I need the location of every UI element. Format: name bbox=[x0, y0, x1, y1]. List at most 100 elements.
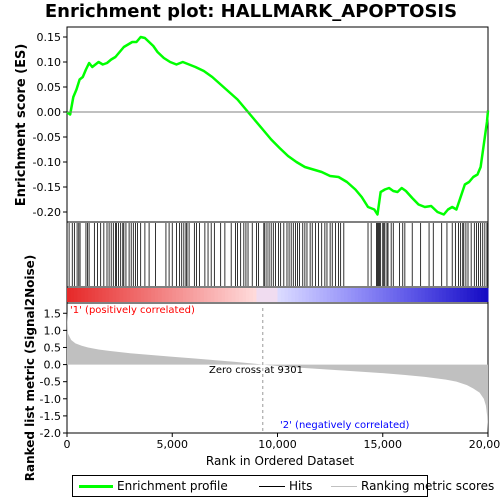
rank-bar-segment bbox=[189, 288, 194, 302]
rank-bar-segment bbox=[158, 288, 163, 302]
es-y-tick-label: 0.00 bbox=[37, 106, 62, 119]
ranked-metric-layer bbox=[67, 308, 488, 433]
enrichment-legend-label: Enrichment profile bbox=[117, 479, 228, 493]
es-panel-frame bbox=[66, 26, 489, 223]
metric-y-tick-label: 1.0 bbox=[44, 324, 62, 337]
metric-y-axis-label: Ranked list metric (Signal2Noise) bbox=[23, 255, 37, 482]
rank-bar-segment bbox=[179, 288, 184, 302]
rank-bar-segment bbox=[70, 288, 75, 302]
zero-cross-label: Zero cross at 9301 bbox=[209, 365, 303, 376]
x-tick-label: 15,000 bbox=[364, 438, 403, 451]
legend: Enrichment profile Hits Ranking metric s… bbox=[72, 475, 494, 497]
rank-bar-segment bbox=[200, 288, 205, 302]
rank-bar-segment bbox=[235, 288, 240, 302]
rank-bar-segment bbox=[424, 288, 429, 302]
rank-bar-segment bbox=[238, 288, 243, 302]
negative-correlation-label: '2' (negatively correlated) bbox=[280, 420, 409, 431]
metric-y-tick-label: 1.5 bbox=[44, 307, 62, 320]
rank-bar-segment bbox=[154, 288, 159, 302]
rank-bar-segment bbox=[295, 288, 300, 302]
rank-bar-segment bbox=[410, 288, 415, 302]
rank-bar-segment bbox=[386, 288, 391, 302]
rank-bar-segment bbox=[144, 288, 149, 302]
rank-bar-segment bbox=[435, 288, 440, 302]
rank-bar-segment bbox=[407, 288, 412, 302]
metric-y-tick-label: -0.5 bbox=[40, 376, 61, 389]
rank-bar-segment bbox=[77, 288, 82, 302]
rank-bar-segment bbox=[361, 288, 366, 302]
rank-bar-segment bbox=[67, 288, 72, 302]
rank-bar-segment bbox=[123, 288, 128, 302]
rank-bar-segment bbox=[344, 288, 349, 302]
rank-bar-segment bbox=[105, 288, 110, 302]
rank-bar-segment bbox=[389, 288, 394, 302]
rank-bar-segment bbox=[323, 288, 328, 302]
rank-bar-segment bbox=[414, 288, 419, 302]
rank-bar-segment bbox=[109, 288, 114, 302]
rank-bar-segment bbox=[330, 288, 335, 302]
rank-bar-segment bbox=[91, 288, 96, 302]
metric-y-tick-label: -2.0 bbox=[40, 427, 61, 440]
rank-bar-segment bbox=[417, 288, 422, 302]
es-y-axis-label: Enrichment score (ES) bbox=[14, 44, 29, 207]
x-tick-label: 20,000 bbox=[469, 438, 500, 451]
rank-bar-segment bbox=[224, 288, 229, 302]
rank-bar-segment bbox=[442, 288, 447, 302]
rank-bar-segment bbox=[396, 288, 401, 302]
rank-bar-segment bbox=[84, 288, 89, 302]
rank-bar-segment bbox=[351, 288, 356, 302]
rank-bar-segment bbox=[88, 288, 93, 302]
rank-bar-segment bbox=[319, 288, 324, 302]
rank-bar-segment bbox=[340, 288, 345, 302]
rank-bar-segment bbox=[266, 288, 271, 302]
hits-panel-frame bbox=[66, 221, 489, 288]
es-y-tick-label: -0.20 bbox=[33, 206, 61, 219]
hits-layer bbox=[68, 223, 488, 286]
rank-bar-segment bbox=[400, 288, 405, 302]
x-tick-label: 10,000 bbox=[258, 438, 297, 451]
rank-bar-segment bbox=[473, 288, 478, 302]
rank-bar-segment bbox=[203, 288, 208, 302]
ranking-color-bar bbox=[67, 288, 489, 302]
rank-bar-segment bbox=[207, 288, 212, 302]
rank-bar-segment bbox=[463, 288, 468, 302]
rank-bar-segment bbox=[354, 288, 359, 302]
rank-bar-segment bbox=[284, 288, 289, 302]
rank-bar-segment bbox=[259, 288, 264, 302]
rank-bar-segment bbox=[298, 288, 303, 302]
hits-legend-swatch bbox=[259, 486, 285, 487]
rank-bar-segment bbox=[452, 288, 457, 302]
rank-bar-segment bbox=[102, 288, 107, 302]
rank-bar-segment bbox=[112, 288, 117, 302]
rank-bar-segment bbox=[74, 288, 79, 302]
rank-bar-segment bbox=[116, 288, 121, 302]
rank-bar-segment bbox=[333, 288, 338, 302]
rank-bar-segment bbox=[186, 288, 191, 302]
metric-y-tick-label: -1.0 bbox=[40, 393, 61, 406]
es-y-tick-label: -0.05 bbox=[33, 131, 61, 144]
rank-bar-segment bbox=[210, 288, 215, 302]
rank-bar-segment bbox=[140, 288, 145, 302]
rank-bar-segment bbox=[270, 288, 275, 302]
rank-bar-segment bbox=[273, 288, 278, 302]
es-y-tick-label: 0.10 bbox=[37, 56, 62, 69]
rank-bar-segment bbox=[119, 288, 124, 302]
rank-bar-segment bbox=[309, 288, 314, 302]
rank-bar-segment bbox=[291, 288, 296, 302]
rank-bar-segment bbox=[221, 288, 226, 302]
plot-title: Enrichment plot: HALLMARK_APOPTOSIS bbox=[45, 1, 457, 22]
ranking-legend-label: Ranking metric scores bbox=[361, 479, 495, 493]
rank-bar-segment bbox=[130, 288, 135, 302]
rank-bar-segment bbox=[449, 288, 454, 302]
rank-bar-segment bbox=[168, 288, 173, 302]
rank-bar-segment bbox=[231, 288, 236, 302]
rank-bar-segment bbox=[95, 288, 100, 302]
rank-bar-segment bbox=[98, 288, 103, 302]
metric-y-tick-label: 0.5 bbox=[44, 341, 62, 354]
rank-bar-segment bbox=[382, 288, 387, 302]
rank-bar-segment bbox=[375, 288, 380, 302]
rank-bar-segment bbox=[133, 288, 138, 302]
rank-bar-segment bbox=[358, 288, 363, 302]
rank-bar-segment bbox=[445, 288, 450, 302]
